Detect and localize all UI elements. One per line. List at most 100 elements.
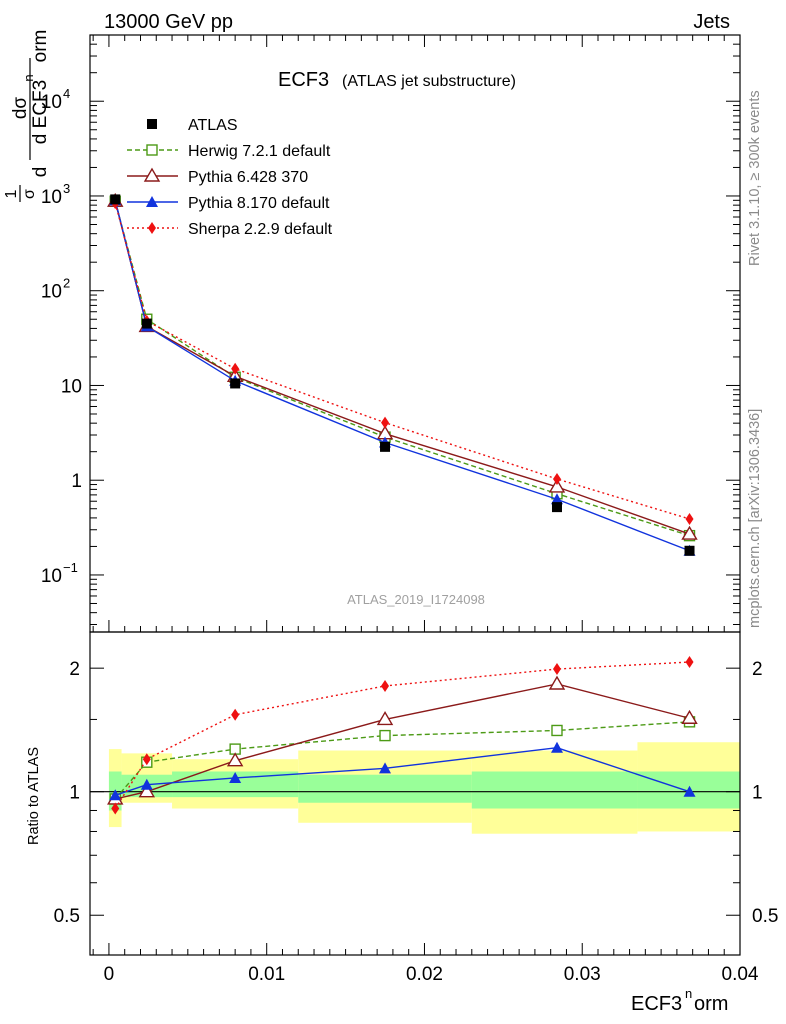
xlabel-orm: orm bbox=[694, 993, 728, 1015]
data-point bbox=[552, 472, 561, 485]
ratio-point bbox=[229, 771, 242, 783]
y-tick-exponent-0.1: −1 bbox=[63, 560, 78, 575]
ylabel-sigma: σ bbox=[21, 189, 38, 199]
legend-label: Sherpa 2.2.9 default bbox=[188, 221, 333, 238]
data-point bbox=[685, 512, 694, 525]
ratio-point bbox=[140, 778, 153, 790]
top-y-axis-label: dσ d ECF3 n orm 1 σ d bbox=[3, 30, 51, 202]
ratio-point bbox=[381, 679, 390, 692]
ratio-point bbox=[376, 711, 394, 726]
ratio-point bbox=[683, 785, 696, 797]
x-tick-label-0.03: 0.03 bbox=[564, 964, 601, 985]
legend: ATLAS Herwig 7.2.1 default Pythia 6.428 37… bbox=[127, 117, 333, 238]
y-tick-label-10: 10 bbox=[61, 376, 82, 397]
legend-label: ATLAS bbox=[188, 117, 238, 134]
mcplots-source-label: mcplots.cern.ch [arXiv:1306.3436] bbox=[747, 408, 763, 628]
chart-title: ECF3 bbox=[278, 69, 329, 91]
legend-marker bbox=[148, 222, 156, 234]
ratio-y-tick-label-right-0.5: 0.5 bbox=[752, 906, 778, 927]
series-pythia-8-170-default bbox=[109, 194, 696, 556]
ratio-point bbox=[138, 783, 156, 798]
ratio-y-tick-label-0.5: 0.5 bbox=[54, 906, 80, 927]
ratio-y-tick-label-right-2: 2 bbox=[752, 659, 763, 680]
series-line bbox=[114, 202, 690, 520]
x-tick-label-0: 0 bbox=[104, 964, 115, 985]
x-axis-label: ECF3 n orm bbox=[631, 986, 728, 1015]
data-point bbox=[381, 416, 390, 429]
series-herwig-7-2-1-default bbox=[109, 195, 696, 542]
legend-label: Herwig 7.2.1 default bbox=[188, 143, 331, 160]
series-atlas bbox=[110, 194, 695, 556]
uncertainty-band-1sigma bbox=[298, 774, 472, 803]
ratio-y-axis-label: Ratio to ATLAS bbox=[26, 747, 42, 845]
ratio-point bbox=[231, 708, 240, 721]
data-point bbox=[551, 502, 562, 513]
header-right: Jets bbox=[693, 11, 730, 33]
ratio-point bbox=[109, 789, 122, 801]
xlabel-ecf3: ECF3 bbox=[631, 993, 682, 1015]
ratio-point bbox=[142, 753, 151, 766]
ratio-y-tick-label-1: 1 bbox=[69, 783, 80, 804]
data-point bbox=[231, 362, 240, 375]
series-sherpa-2-2-9-default bbox=[111, 197, 694, 525]
y-tick-label-1: 1 bbox=[71, 471, 82, 492]
y-tick-label-100: 10 bbox=[41, 282, 62, 303]
legend-label: Pythia 6.428 370 bbox=[188, 169, 308, 186]
ratio-point bbox=[685, 656, 694, 669]
ratio-series-line bbox=[114, 721, 690, 800]
header-left: 13000 GeV pp bbox=[104, 11, 233, 33]
data-point bbox=[110, 194, 121, 205]
x-tick-label-0.02: 0.02 bbox=[406, 964, 443, 985]
ratio-series-line bbox=[115, 746, 690, 796]
data-point bbox=[230, 378, 241, 389]
ylabel-d-ecf3: d ECF3 bbox=[30, 80, 51, 144]
ratio-point bbox=[226, 752, 244, 767]
series-pythia-6-428-370 bbox=[107, 192, 698, 540]
legend-marker bbox=[146, 144, 158, 156]
xlabel-superscript-n: n bbox=[685, 986, 692, 1001]
chart-subtitle: (ATLAS jet substructure) bbox=[342, 73, 516, 90]
series-line bbox=[114, 200, 690, 552]
series-line bbox=[114, 201, 690, 537]
ratio-point bbox=[379, 762, 392, 774]
ratio-y-tick-label-2: 2 bbox=[69, 659, 80, 680]
data-point bbox=[684, 545, 695, 556]
x-tick-label-0.04: 0.04 bbox=[722, 964, 759, 985]
legend-label: Pythia 8.170 default bbox=[188, 195, 330, 212]
x-tick-label-0.01: 0.01 bbox=[248, 964, 285, 985]
ratio-point bbox=[379, 729, 391, 742]
y-tick-exponent-1000: 3 bbox=[63, 181, 70, 196]
y-tick-label-1000: 10 bbox=[41, 187, 62, 208]
ratio-series-pythia-8-170-default bbox=[109, 741, 696, 801]
ylabel-orm: orm bbox=[30, 30, 51, 63]
ratio-point bbox=[552, 663, 561, 676]
ylabel-d: d bbox=[30, 167, 51, 178]
rivet-version-label: Rivet 3.1.10, ≥ 300k events bbox=[747, 90, 763, 266]
ratio-point bbox=[681, 709, 698, 724]
data-point bbox=[548, 478, 566, 493]
data-point bbox=[141, 318, 152, 329]
ratio-point bbox=[550, 741, 563, 753]
ratio-point bbox=[111, 802, 120, 815]
y-tick-label-0.1: 10 bbox=[41, 566, 62, 587]
legend-marker bbox=[146, 196, 158, 207]
y-tick-exponent-100: 2 bbox=[63, 276, 70, 291]
legend-marker bbox=[147, 119, 157, 129]
data-point bbox=[380, 441, 391, 452]
ratio-y-tick-label-right-1: 1 bbox=[752, 783, 763, 804]
ratio-series-sherpa-2-2-9-default bbox=[111, 656, 694, 815]
ylabel-superscript-n: n bbox=[21, 74, 36, 81]
series-line bbox=[114, 201, 690, 535]
analysis-watermark: ATLAS_2019_I1724098 bbox=[347, 592, 485, 607]
uncertainty-band-1sigma bbox=[471, 771, 638, 809]
legend-marker bbox=[143, 167, 161, 182]
y-tick-exponent-10000: 4 bbox=[63, 86, 70, 101]
ylabel-dsigma: dσ bbox=[10, 97, 31, 120]
ratio-plot-frame bbox=[89, 631, 741, 956]
ratio-point bbox=[551, 724, 563, 737]
y-tick-label-10000: 10 bbox=[41, 92, 62, 113]
ratio-point bbox=[548, 675, 566, 690]
data-point bbox=[550, 493, 563, 505]
